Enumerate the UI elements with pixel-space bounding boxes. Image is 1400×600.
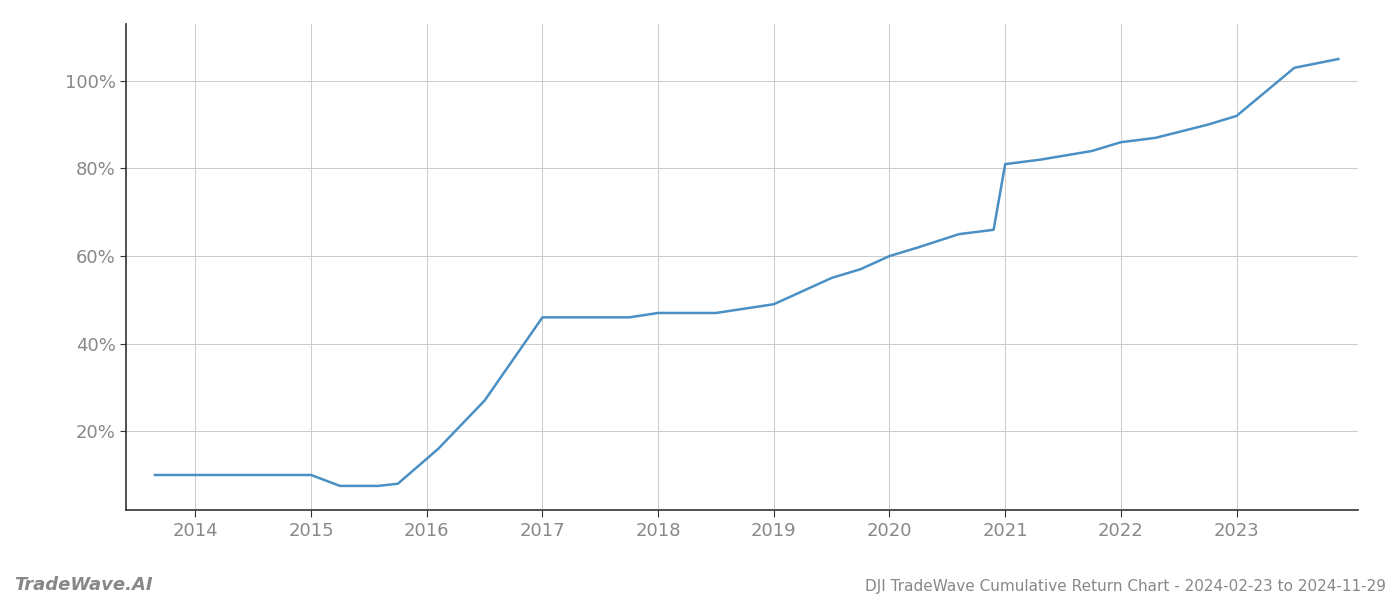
Text: TradeWave.AI: TradeWave.AI <box>14 576 153 594</box>
Text: DJI TradeWave Cumulative Return Chart - 2024-02-23 to 2024-11-29: DJI TradeWave Cumulative Return Chart - … <box>865 579 1386 594</box>
